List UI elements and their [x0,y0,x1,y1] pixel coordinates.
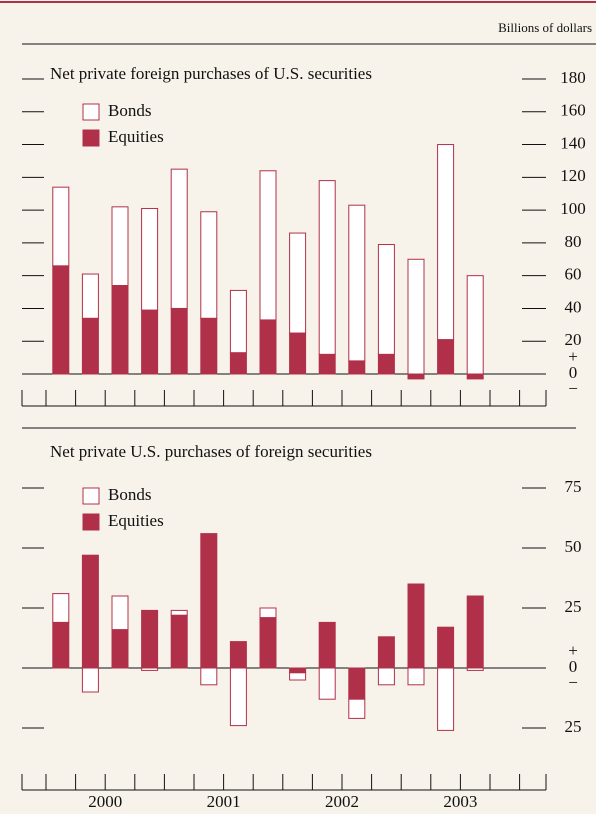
legend-label: Bonds [108,485,151,504]
bar [52,621,70,669]
bar [52,186,70,267]
y-tick-label: 0 [569,657,578,676]
legend-label: Equities [108,511,164,530]
x-tick-label: 2001 [207,792,241,811]
y-tick-label: 100 [560,199,586,218]
bar [141,207,159,311]
sign: + [568,641,578,660]
bar [348,667,366,700]
y-tick-label: 0 [569,363,578,382]
x-tick-label: 2000 [88,792,122,811]
bar [81,317,99,375]
y-tick-label: 80 [565,232,582,251]
legend-label: Equities [108,127,164,146]
legend-label: Bonds [108,101,151,120]
bar [466,373,484,380]
bar [259,319,277,375]
bar [289,332,307,375]
bar [200,211,218,319]
bar [200,667,218,686]
bar [466,667,484,671]
y-tick-label: 50 [565,537,582,556]
bar [52,593,70,623]
bar [437,667,455,731]
bar [437,626,455,669]
y-tick-label: 25 [565,597,582,616]
y-tick-label: 140 [560,133,586,152]
unit-label: Billions of dollars [498,20,592,35]
bar [200,533,218,669]
bar [318,667,336,700]
bar [466,275,484,375]
bar [377,244,395,355]
y-tick-label: 20 [565,330,582,349]
bar [111,629,129,669]
y-tick-label: 75 [565,477,582,496]
legend-swatch [82,487,100,505]
sign: − [568,673,578,692]
bar [289,672,307,681]
bar [81,554,99,669]
bar [259,617,277,669]
bar [377,667,395,686]
bar [81,667,99,693]
bar [377,636,395,669]
panel-title: Net private foreign purchases of U.S. se… [50,64,372,83]
bar [437,144,455,341]
x-tick-label: 2003 [443,792,477,811]
y-tick-label: 120 [560,166,586,185]
bar [111,206,129,286]
bar [81,273,99,319]
bar [170,614,188,669]
bar [348,698,366,719]
bar [111,595,129,631]
panel-title: Net private U.S. purchases of foreign se… [50,442,372,461]
bar [200,317,218,375]
legend-swatch [82,129,100,147]
y-tick-label: 40 [565,297,582,316]
bar [289,232,307,334]
y-tick-label: 60 [565,265,582,284]
y-tick-label: 25 [565,717,582,736]
x-tick-label: 2002 [325,792,359,811]
bar [407,667,425,686]
bar [141,667,159,671]
bar [141,309,159,375]
bar [466,595,484,669]
bar [170,609,188,616]
bar [52,265,70,375]
bar [170,307,188,375]
bar [407,583,425,669]
bar [318,353,336,375]
legend-swatch [82,513,100,531]
bar [348,204,366,362]
bar [170,168,188,309]
bar [318,180,336,355]
bar [259,607,277,619]
bar [318,621,336,669]
bar [407,258,425,375]
bar [111,285,129,375]
bar [348,360,366,375]
sign: + [568,347,578,366]
y-tick-label: 160 [560,101,586,120]
bar [289,667,307,674]
legend-swatch [82,103,100,121]
bar [259,170,277,321]
bar [377,353,395,375]
bar [141,609,159,669]
bar [229,289,247,354]
bar [407,373,425,380]
bar [437,339,455,375]
bar [229,667,247,727]
bar [229,641,247,669]
y-tick-label: 180 [560,68,586,87]
sign: − [568,379,578,398]
bar [229,352,247,375]
